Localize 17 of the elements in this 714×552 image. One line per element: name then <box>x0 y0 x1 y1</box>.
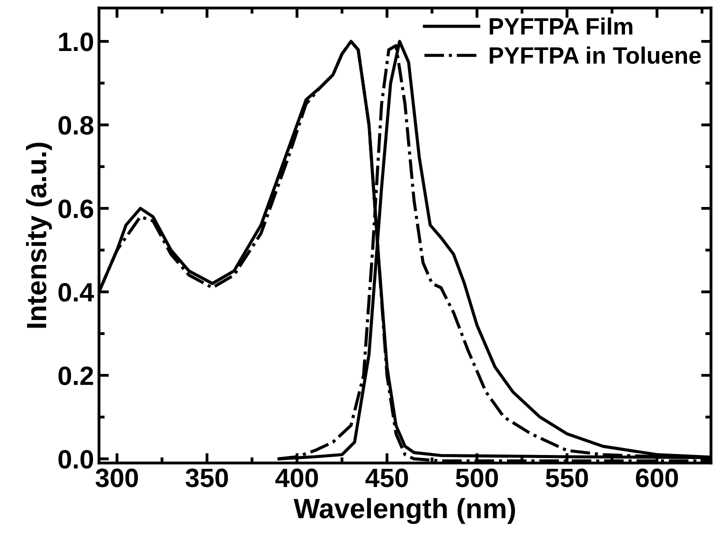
y-tick-label: 0.4 <box>58 282 94 302</box>
x-tick-label: 450 <box>365 468 408 488</box>
y-tick-label: 1.0 <box>59 32 94 52</box>
x-tick-label: 350 <box>186 468 228 488</box>
legend-label: PYFTPA Film <box>490 17 632 35</box>
legend-label: PYFTPA in Toluene <box>490 46 701 64</box>
x-tick-label: 500 <box>456 468 498 488</box>
y-axis-title: Intensity (a.u.) <box>26 142 52 328</box>
x-tick-label: 400 <box>275 468 318 488</box>
x-axis-title: Wavelength (nm) <box>294 498 515 524</box>
y-tick-label: 0.2 <box>58 366 94 386</box>
x-tick-label: 600 <box>636 468 678 488</box>
y-tick-label: 0.0 <box>58 450 94 469</box>
x-tick-label: 550 <box>546 468 588 488</box>
x-tick-label: 300 <box>96 468 138 488</box>
y-tick-label: 0.8 <box>58 116 94 135</box>
y-tick-label: 0.6 <box>58 200 94 218</box>
